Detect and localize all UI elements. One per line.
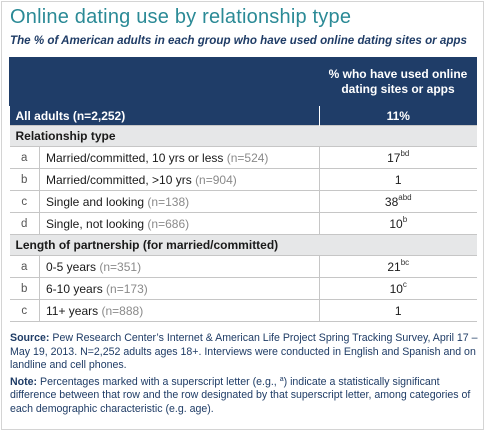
row-label-cell: Single, not looking (n=686) <box>39 212 320 235</box>
table-row: c 11+ years (n=888) 1 <box>9 299 477 322</box>
table-row: d Single, not looking (n=686) 10b <box>9 212 477 235</box>
significance-note: Note: Percentages marked with a superscr… <box>10 376 480 417</box>
row-sample-size: (n=173) <box>106 281 148 296</box>
significance-superscript: c <box>402 279 407 289</box>
note-text-2: ) indicate a statistically significant d… <box>10 375 471 415</box>
row-value-cell: 1 <box>319 168 477 191</box>
row-letter: d <box>9 212 40 235</box>
row-label-cell: Single and looking (n=138) <box>39 190 320 213</box>
all-adults-row: All adults (n=2,252) 11% <box>9 105 477 126</box>
row-letter: c <box>9 299 40 322</box>
section-title: Relationship type <box>9 125 477 147</box>
row-value-cell: 1 <box>319 299 477 322</box>
row-label: 0-5 years <box>46 259 97 274</box>
table-row: b Married/committed, >10 yrs (n=904) 1 <box>9 168 477 191</box>
header-blank-cell <box>9 57 320 106</box>
row-value-cell: 17bd <box>319 146 477 169</box>
chart-title: Online dating use by relationship type <box>10 6 352 28</box>
row-value: 21 <box>387 259 401 274</box>
row-value: 38 <box>384 194 399 209</box>
data-table: % who have used online dating sites or a… <box>9 57 477 322</box>
section-header-row: Length of partnership (for married/commi… <box>9 234 477 256</box>
note-superscript: a <box>279 375 284 383</box>
chart-subtitle: The % of American adults in each group w… <box>10 34 467 47</box>
row-label-cell: Married/committed, 10 yrs or less (n=524… <box>39 146 320 169</box>
row-letter: a <box>9 255 40 278</box>
table-row: c Single and looking (n=138) 38abd <box>9 190 477 213</box>
row-sample-size: (n=686) <box>147 216 190 231</box>
note-text-1: Percentages marked with a superscript le… <box>40 375 277 388</box>
row-value: 10 <box>389 281 403 296</box>
row-letter: c <box>9 190 40 213</box>
row-sample-size: (n=351) <box>99 259 142 274</box>
column-header: % who have used online dating sites or a… <box>319 57 477 106</box>
row-label: Married/committed, >10 yrs <box>46 172 192 187</box>
row-letter: b <box>9 168 40 191</box>
row-value-cell: 10c <box>319 277 477 300</box>
row-value: 17 <box>387 150 401 165</box>
source-text: Pew Research Center’s Internet & America… <box>10 332 478 372</box>
row-label: 11+ years <box>46 303 99 318</box>
row-value-cell: 21bc <box>319 255 477 278</box>
row-value: 1 <box>394 303 402 318</box>
row-letter: a <box>9 146 40 169</box>
significance-superscript: b <box>402 214 408 224</box>
row-label-cell: Married/committed, >10 yrs (n=904) <box>39 168 320 191</box>
row-label: Single, not looking <box>46 216 145 231</box>
row-value-cell: 10b <box>319 212 477 235</box>
notes-block: Source: Pew Research Center’s Internet &… <box>10 332 480 420</box>
significance-superscript: bc <box>400 257 410 267</box>
row-label: Married/committed, 10 yrs or less <box>46 150 224 165</box>
table-row: b 6-10 years (n=173) 10c <box>9 277 477 300</box>
section-header-row: Relationship type <box>9 125 477 147</box>
source-note: Source: Pew Research Center’s Internet &… <box>10 332 480 373</box>
table-row: a 0-5 years (n=351) 21bc <box>9 255 477 278</box>
row-value: 10 <box>389 216 403 231</box>
row-sample-size: (n=888) <box>101 303 144 318</box>
row-label-cell: 11+ years (n=888) <box>39 299 320 322</box>
row-label-cell: 0-5 years (n=351) <box>39 255 320 278</box>
table-row: a Married/committed, 10 yrs or less (n=52… <box>9 146 477 169</box>
row-label-cell: 6-10 years (n=173) <box>39 277 320 300</box>
all-adults-value: 11% <box>319 105 477 126</box>
row-sample-size: (n=904) <box>195 172 237 187</box>
significance-superscript: abd <box>398 192 412 202</box>
all-adults-label: All adults <box>15 108 70 123</box>
note-lead: Note: <box>10 375 38 388</box>
row-label: Single and looking <box>46 194 145 209</box>
all-adults-n: (n=2,252) <box>72 108 126 123</box>
row-letter: b <box>9 277 40 300</box>
section-title: Length of partnership (for married/commi… <box>9 234 477 256</box>
row-value-cell: 38abd <box>319 190 477 213</box>
source-lead: Source: <box>10 332 50 344</box>
row-sample-size: (n=524) <box>226 150 269 165</box>
row-label: 6-10 years <box>46 281 103 296</box>
table-body: % who have used online dating sites or a… <box>9 57 477 322</box>
all-adults-label-cell: All adults (n=2,252) <box>9 105 320 126</box>
significance-superscript: bd <box>400 148 410 158</box>
row-value: 1 <box>394 172 402 187</box>
table-header-row: % who have used online dating sites or a… <box>9 57 477 106</box>
row-sample-size: (n=138) <box>147 194 190 209</box>
